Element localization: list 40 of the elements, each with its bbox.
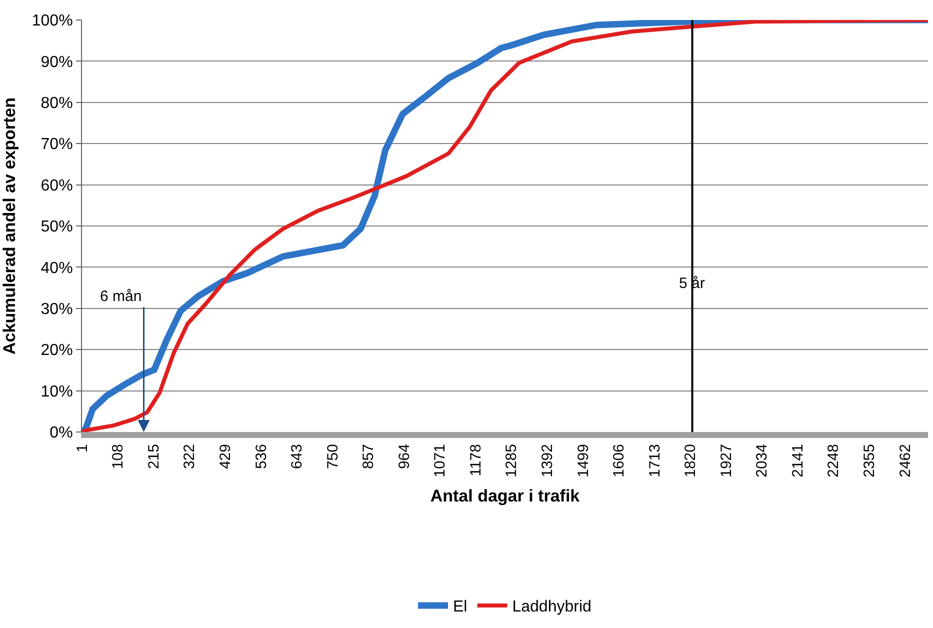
x-tick-label: 1606 <box>610 444 628 478</box>
x-tick-label: 1178 <box>467 444 484 476</box>
x-tick-label: 750 <box>324 444 342 470</box>
legend-label: Laddhybrid <box>512 598 592 616</box>
legend-label: El <box>453 598 468 616</box>
x-tick-label: 536 <box>252 444 270 470</box>
x-tick-label: 1713 <box>646 444 664 478</box>
y-tick-label: 90% <box>40 54 73 71</box>
annotation: 6 mån <box>100 288 142 305</box>
x-tick-label: 2462 <box>896 444 914 478</box>
y-tick-label: 70% <box>40 136 73 154</box>
x-tick-label: 429 <box>216 444 234 470</box>
x-tick-label: 857 <box>360 444 378 470</box>
x-tick-label: 1927 <box>718 444 735 478</box>
x-tick-label: 643 <box>288 444 306 470</box>
x-tick-label: 964 <box>396 444 413 470</box>
x-tick-label: 2248 <box>825 444 842 478</box>
y-tick-label: 0% <box>50 424 73 442</box>
y-tick-label: 40% <box>40 260 73 277</box>
y-tick-label: 100% <box>32 12 73 30</box>
x-tick-label: 1285 <box>503 444 520 478</box>
x-tick-label: 1392 <box>539 444 556 478</box>
y-axis-title: Ackumulerad andel av exporten <box>0 98 19 354</box>
x-tick-label: 1071 <box>432 444 449 478</box>
x-axis-title: Antal dagar i trafik <box>430 486 580 506</box>
y-tick-label: 80% <box>40 95 73 112</box>
x-tick-label: 322 <box>181 444 198 470</box>
y-tick-label: 30% <box>40 301 73 318</box>
y-tick-label: 10% <box>40 383 73 400</box>
x-tick-label: 1499 <box>574 444 592 478</box>
y-tick-label: 20% <box>40 342 73 360</box>
y-tick-label: 60% <box>40 177 73 194</box>
x-tick-label: 215 <box>145 444 162 470</box>
x-tick-label: 1820 <box>682 444 700 478</box>
x-tick-label: 2355 <box>861 444 878 478</box>
x-tick-label: 108 <box>110 444 127 470</box>
x-tick-label: 2034 <box>754 444 771 478</box>
y-tick-label: 50% <box>40 218 73 236</box>
x-tick-label: 1 <box>74 444 91 452</box>
x-tick-label: 2141 <box>789 444 806 478</box>
